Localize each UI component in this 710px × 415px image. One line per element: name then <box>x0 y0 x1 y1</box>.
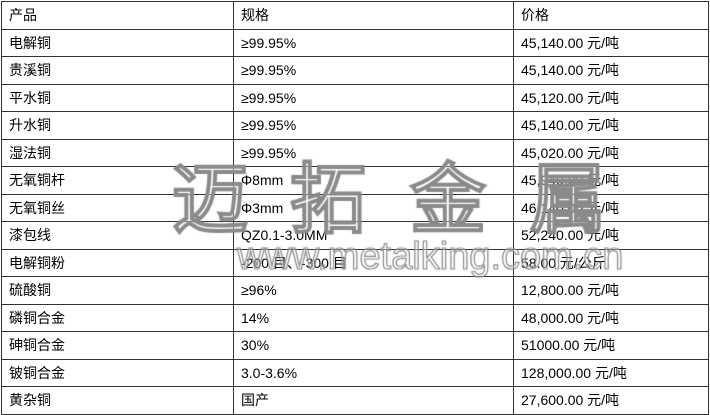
table-row: 漆包线 QZ0.1-3.0MM 52,240.00 元/吨 <box>1 221 709 250</box>
table-row: 电解铜粉 -200 目、-300 目 58.00 元/公斤 <box>1 248 709 277</box>
cell-product: 电解铜 <box>1 28 234 57</box>
table-row: 铍铜合金 3.0-3.6% 128,000.00 元/吨 <box>1 358 709 387</box>
header-price: 价格 <box>513 1 709 30</box>
cell-price: 128,000.00 元/吨 <box>513 358 709 387</box>
cell-product: 黄杂铜 <box>1 386 234 415</box>
table-row: 磷铜合金 14% 48,000.00 元/吨 <box>1 303 709 332</box>
cell-spec: ≥99.95% <box>233 111 514 140</box>
cell-spec: ≥96% <box>233 276 514 305</box>
cell-spec: ≥99.95% <box>233 56 514 85</box>
table-row: 砷铜合金 30% 51000.00 元/吨 <box>1 331 709 360</box>
cell-product: 铍铜合金 <box>1 358 234 387</box>
cell-product: 硫酸铜 <box>1 276 234 305</box>
table-row: 升水铜 ≥99.95% 45,140.00 元/吨 <box>1 111 709 140</box>
cell-spec: ≥99.95% <box>233 83 514 112</box>
cell-price: 48,000.00 元/吨 <box>513 303 709 332</box>
cell-price: 46,140.00 元/吨 <box>513 193 709 222</box>
cell-product: 漆包线 <box>1 221 234 250</box>
cell-product: 无氧铜丝 <box>1 193 234 222</box>
cell-product: 贵溪铜 <box>1 56 234 85</box>
cell-spec: 3.0-3.6% <box>233 358 514 387</box>
cell-product: 电解铜粉 <box>1 248 234 277</box>
cell-spec: -200 目、-300 目 <box>233 248 514 277</box>
table-row: 电解铜 ≥99.95% 45,140.00 元/吨 <box>1 28 709 57</box>
table-row: 贵溪铜 ≥99.95% 45,140.00 元/吨 <box>1 56 709 85</box>
cell-price: 58.00 元/公斤 <box>513 248 709 277</box>
table-row: 湿法铜 ≥99.95% 45,020.00 元/吨 <box>1 138 709 167</box>
cell-product: 平水铜 <box>1 83 234 112</box>
cell-spec: ≥99.95% <box>233 138 514 167</box>
table-row: 硫酸铜 ≥96% 12,800.00 元/吨 <box>1 276 709 305</box>
cell-price: 45,140.00 元/吨 <box>513 28 709 57</box>
cell-price: 45,020.00 元/吨 <box>513 138 709 167</box>
cell-price: 45,940.00 元/吨 <box>513 166 709 195</box>
cell-product: 磷铜合金 <box>1 303 234 332</box>
cell-spec: ≥99.95% <box>233 28 514 57</box>
cell-price: 45,140.00 元/吨 <box>513 111 709 140</box>
table-row: 黄杂铜 国产 27,600.00 元/吨 <box>1 386 709 415</box>
table-header-row: 产品 规格 价格 <box>1 1 709 30</box>
cell-price: 52,240.00 元/吨 <box>513 221 709 250</box>
table-row: 平水铜 ≥99.95% 45,120.00 元/吨 <box>1 83 709 112</box>
header-product: 产品 <box>1 1 234 30</box>
cell-spec: Φ3mm <box>233 193 514 222</box>
cell-price: 45,140.00 元/吨 <box>513 56 709 85</box>
cell-product: 湿法铜 <box>1 138 234 167</box>
header-spec: 规格 <box>233 1 514 30</box>
cell-spec: QZ0.1-3.0MM <box>233 221 514 250</box>
table-row: 无氧铜丝 Φ3mm 46,140.00 元/吨 <box>1 193 709 222</box>
cell-price: 27,600.00 元/吨 <box>513 386 709 415</box>
cell-spec: Φ8mm <box>233 166 514 195</box>
cell-spec: 30% <box>233 331 514 360</box>
cell-price: 51000.00 元/吨 <box>513 331 709 360</box>
cell-product: 无氧铜杆 <box>1 166 234 195</box>
cell-price: 12,800.00 元/吨 <box>513 276 709 305</box>
cell-product: 砷铜合金 <box>1 331 234 360</box>
cell-price: 45,120.00 元/吨 <box>513 83 709 112</box>
cell-spec: 国产 <box>233 386 514 415</box>
cell-spec: 14% <box>233 303 514 332</box>
table-row: 无氧铜杆 Φ8mm 45,940.00 元/吨 <box>1 166 709 195</box>
cell-product: 升水铜 <box>1 111 234 140</box>
